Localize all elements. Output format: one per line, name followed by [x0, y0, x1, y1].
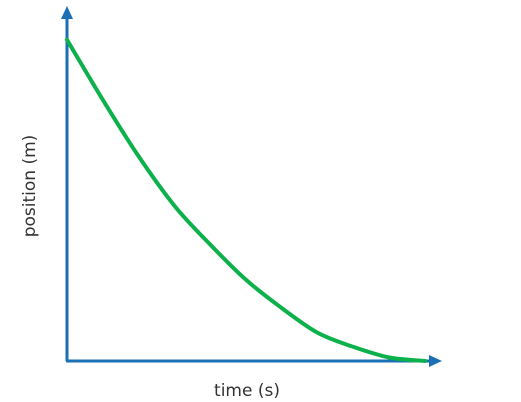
x-axis-arrow-icon [429, 355, 442, 367]
y-axis-arrow-icon [61, 6, 73, 19]
x-axis-label: time (s) [214, 381, 280, 401]
y-axis-label: position (m) [20, 135, 40, 238]
y-axis [61, 6, 73, 361]
x-axis [66, 355, 442, 367]
series-line-position [65, 37, 427, 363]
